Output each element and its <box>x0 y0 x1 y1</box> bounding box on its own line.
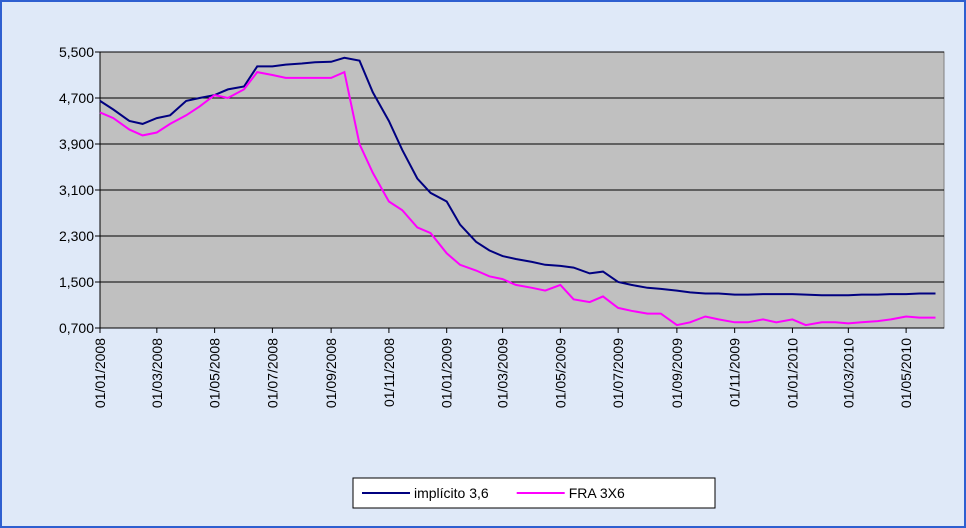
x-tick-label: 01/03/2008 <box>149 338 165 408</box>
x-tick-label: 01/03/2009 <box>495 338 511 408</box>
x-tick-label: 01/05/2008 <box>207 338 223 408</box>
y-tick-label: 3,900 <box>59 136 94 152</box>
x-tick-label: 01/03/2010 <box>840 338 856 408</box>
x-tick-label: 01/07/2008 <box>264 338 280 408</box>
x-tick-label: 01/01/2009 <box>439 338 455 408</box>
y-tick-label: 0,700 <box>59 320 94 336</box>
x-tick-label: 01/07/2009 <box>610 338 626 408</box>
x-tick-label: 01/11/2009 <box>727 338 743 407</box>
x-tick-label: 01/05/2010 <box>898 338 914 408</box>
y-tick-label: 2,300 <box>59 228 94 244</box>
y-tick-label: 3,100 <box>59 182 94 198</box>
series-line <box>99 56 936 297</box>
legend: implícito 3,6 FRA 3X6 <box>352 477 716 509</box>
series-line <box>99 70 936 327</box>
y-tick-label: 4,700 <box>59 90 94 106</box>
x-tick-label: 01/01/2010 <box>784 338 800 408</box>
x-tick-label: 01/11/2008 <box>381 338 397 407</box>
legend-label: implícito 3,6 <box>414 485 489 501</box>
legend-label: FRA 3X6 <box>569 485 625 501</box>
y-tick-label: 1,500 <box>59 274 94 290</box>
x-tick-label: 01/09/2008 <box>323 338 339 408</box>
y-tick-label: 5,500 <box>59 44 94 60</box>
x-tick-label: 01/01/2008 <box>92 338 108 408</box>
x-tick-label: 01/05/2009 <box>552 338 568 408</box>
x-tick-label: 01/09/2009 <box>669 338 685 408</box>
